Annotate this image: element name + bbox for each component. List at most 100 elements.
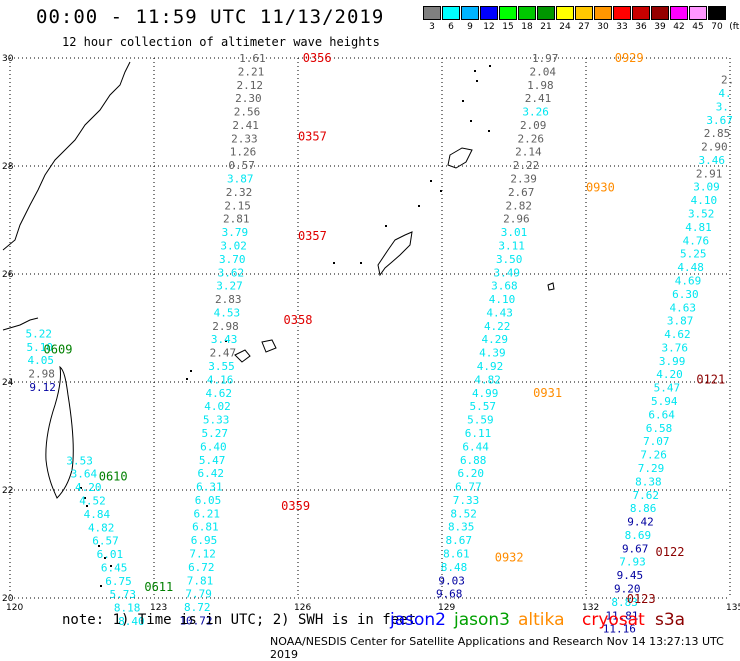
wave-height-value: 6.31	[196, 481, 223, 494]
scale-swatch	[651, 6, 669, 20]
wave-height-value: 8.48	[441, 561, 468, 574]
island	[476, 80, 478, 82]
satellite-legend-item: s3a	[655, 610, 686, 630]
pass-time-tag: 0356	[303, 51, 332, 65]
pass-time-tag: 0359	[281, 499, 310, 513]
wave-height-value: 8.40	[118, 615, 145, 628]
wave-height-value: 2.90	[701, 141, 728, 154]
wave-height-value: 7.81	[187, 574, 214, 587]
wave-height-value: 2.04	[530, 65, 557, 78]
wave-height-value: 3.27	[216, 280, 243, 293]
wave-height-value: 10.72	[179, 614, 212, 627]
wave-height-value: 5.33	[203, 414, 230, 427]
wave-height-value: 4.02	[204, 400, 231, 413]
scale-swatch	[537, 6, 555, 20]
wave-height-value: 5.10	[27, 341, 54, 354]
wave-height-value: 3.43	[211, 333, 238, 346]
wave-height-value: 8.35	[448, 521, 475, 534]
lat-lon-grid: 120 123 126 129 132 135 30 28 26 24 22 20	[2, 54, 740, 613]
wave-height-value: 3.70	[219, 253, 246, 266]
wave-height-value: 3.09	[693, 181, 720, 194]
wave-height-value: 8.72	[184, 601, 211, 614]
island	[225, 340, 227, 342]
wave-height-value: 6.30	[672, 288, 699, 301]
scale-swatch	[689, 6, 707, 20]
wave-height-value: 0.57	[228, 159, 255, 172]
scale-swatch	[708, 6, 726, 20]
wave-height-value: 6.11	[465, 427, 492, 440]
wave-height-value: 2.12	[236, 79, 263, 92]
island	[462, 100, 464, 102]
wave-height-value: 8.67	[446, 534, 473, 547]
wave-height-value: 4.10	[489, 293, 516, 306]
wave-height-value: 6.64	[648, 408, 675, 421]
wave-height-value: 4.39	[479, 347, 506, 360]
scale-swatch	[480, 6, 498, 20]
wave-height-value: 1.98	[527, 79, 554, 92]
lat-tick-label: 20	[2, 594, 14, 604]
scale-label: 27	[578, 22, 590, 32]
wave-height-value: 9.68	[436, 588, 463, 601]
wave-height-value: 6.75	[105, 575, 132, 588]
wave-height-value: 3.53	[66, 454, 93, 467]
wave-height-value: 7.26	[640, 449, 667, 462]
scale-label: 24	[559, 22, 571, 32]
scale-swatch	[423, 6, 441, 20]
pass-time-tags: 0356 0357 0357 0358 0359 0929 0930 0931 0932 0609…	[44, 51, 726, 606]
footer-credit: NOAA/NESDIS Center for Satellite Applica…	[270, 635, 724, 661]
scale-label: 33	[616, 22, 628, 32]
island	[104, 557, 106, 559]
island	[430, 180, 432, 182]
wave-height-value: 9.42	[627, 516, 654, 529]
island	[440, 190, 442, 192]
wave-height-value: 3.99	[659, 355, 686, 368]
scale-swatch	[575, 6, 593, 20]
scale-label: 15	[502, 22, 514, 32]
wave-height-value: 6.88	[460, 454, 487, 467]
wave-height-value: 1.26	[230, 146, 257, 159]
wave-height-value: 7.07	[643, 435, 670, 448]
wave-height-value: 5.22	[26, 327, 53, 340]
wave-height-value: 8.52	[450, 507, 477, 520]
island	[100, 585, 102, 587]
wave-height-value: 2.41	[232, 119, 259, 132]
wave-height-value: 8.83	[611, 596, 638, 609]
wave-height-value: 5.47	[654, 382, 681, 395]
wave-height-value: 5.25	[680, 248, 707, 261]
wave-height-value: 6.45	[101, 561, 128, 574]
island	[418, 205, 420, 207]
wave-height-value: 6.77	[455, 481, 482, 494]
wave-height-value: 2.41	[525, 92, 552, 105]
wave-height-value: 9.20	[614, 582, 641, 595]
wave-height-value: 6.57	[92, 535, 119, 548]
wave-height-value: 5.57	[470, 400, 497, 413]
scale-label: 39	[654, 22, 666, 32]
wave-height-value: 5.59	[467, 414, 494, 427]
wave-height-value: 4.43	[486, 306, 513, 319]
wave-height-value: 3.49	[494, 266, 521, 279]
wave-height-value: 2.	[721, 74, 734, 87]
wave-height-value: 3.55	[208, 360, 235, 373]
wave-height-value: 9.45	[617, 569, 644, 582]
wave-height-value: 2.85	[704, 127, 731, 140]
island	[489, 65, 491, 67]
wave-height-value: 11.81	[605, 609, 638, 622]
lon-tick-label: 126	[294, 603, 311, 613]
wave-height-value: 2.33	[231, 132, 258, 145]
wave-height-value: 6.20	[458, 467, 485, 480]
wave-height-value: 4.82	[88, 521, 115, 534]
map-subtitle: 12 hour collection of altimeter wave hei…	[62, 35, 380, 49]
wave-height-value: 7.62	[633, 489, 660, 502]
pass-time-tag: 0121	[696, 372, 725, 386]
wave-height-value: 3.67	[706, 114, 733, 127]
island	[110, 565, 112, 567]
scale-label: 30	[597, 22, 609, 32]
china-coastline	[2, 61, 131, 331]
pass-time-tag: 0931	[533, 386, 562, 400]
wave-height-value: 7.79	[185, 588, 212, 601]
scale-swatch	[632, 6, 650, 20]
wave-height-value: 7.29	[638, 462, 665, 475]
island	[385, 225, 387, 227]
wave-height-value: 9.67	[622, 542, 649, 555]
